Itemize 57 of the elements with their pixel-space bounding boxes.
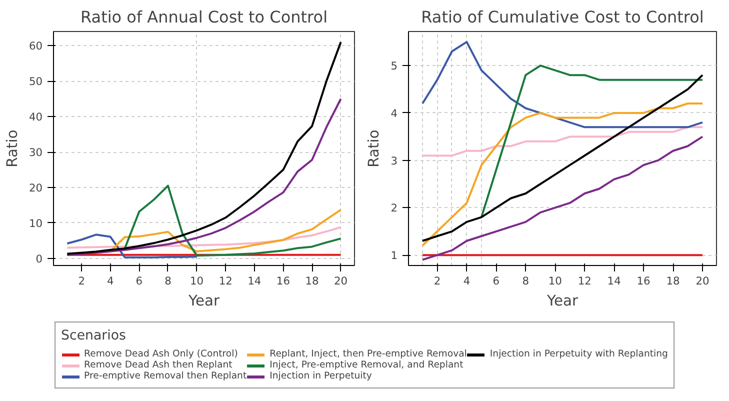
legend-title: Scenarios [61,328,127,344]
x-tick-label: 8 [164,274,172,288]
y-tick-label: 5 [390,60,398,73]
line-series [66,234,198,258]
x-tick-label: 16 [276,274,290,288]
y-tick-label: 1 [390,249,398,262]
y-tick-label: 0 [36,252,43,266]
legend-label: Pre-emptive Removal then Replant [84,370,247,382]
x-axis-title: Year [546,292,579,310]
line-series [422,126,704,157]
x-tick-label: 14 [607,274,622,288]
x-tick-label: 2 [78,274,85,288]
y-axis-title: Ratio [366,130,383,168]
x-tick-label: 10 [190,274,204,288]
y-axis-title: Ratio [4,130,21,168]
x-tick-label: 4 [107,274,114,288]
y-tick-label: 4 [390,106,398,120]
y-tick-label: 2 [390,202,398,215]
line-series [422,40,704,128]
x-tick-label: 12 [578,274,592,288]
y-tick-label: 20 [28,182,43,194]
y-tick-label: 60 [28,40,43,53]
y-tick-label: 50 [28,75,43,88]
line-series [422,102,704,247]
x-tick-label: 16 [636,274,651,288]
x-tick-label: 12 [218,274,232,288]
x-tick-label: 18 [305,274,320,288]
x-tick-label: 6 [136,274,143,288]
x-tick-label: 14 [248,274,262,288]
x-tick-label: 6 [492,274,500,288]
x-tick-label: 8 [522,274,530,288]
legend-label: Remove Dead Ash then Replant [84,360,232,370]
x-tick-label: 20 [696,274,710,288]
chart-title: Ratio of Cumulative Cost to Control [421,8,704,26]
y-tick-label: 30 [28,146,43,160]
y-tick-label: 40 [28,110,43,124]
x-tick-label: 2 [434,274,441,288]
legend-label: Injection in Perpetuity with Replanting [490,348,668,360]
legend-label: Inject, Pre-emptive Removal, and Replant [270,360,464,370]
y-tick-label: 3 [390,154,398,168]
line-series [66,226,342,249]
x-tick-label: 20 [334,274,348,288]
x-tick-label: 10 [548,274,562,288]
x-tick-label: 4 [463,274,470,288]
x-axis-title: Year [187,292,220,310]
line-series [124,184,342,257]
line-series [66,98,342,256]
y-tick-label: 10 [28,216,43,230]
legend-label: Replant, Inject, then Pre-emptive Removal [270,348,467,360]
line-series [480,64,704,218]
x-tick-label: 18 [666,274,680,288]
legend-label: Injection in Perpetuity [270,370,372,382]
legend-label: Remove Dead Ash Only (Control) [84,348,238,360]
chart-title: Ratio of Annual Cost to Control [80,8,328,26]
line-series [66,41,342,255]
line-series [422,74,704,242]
line-series [422,136,704,261]
